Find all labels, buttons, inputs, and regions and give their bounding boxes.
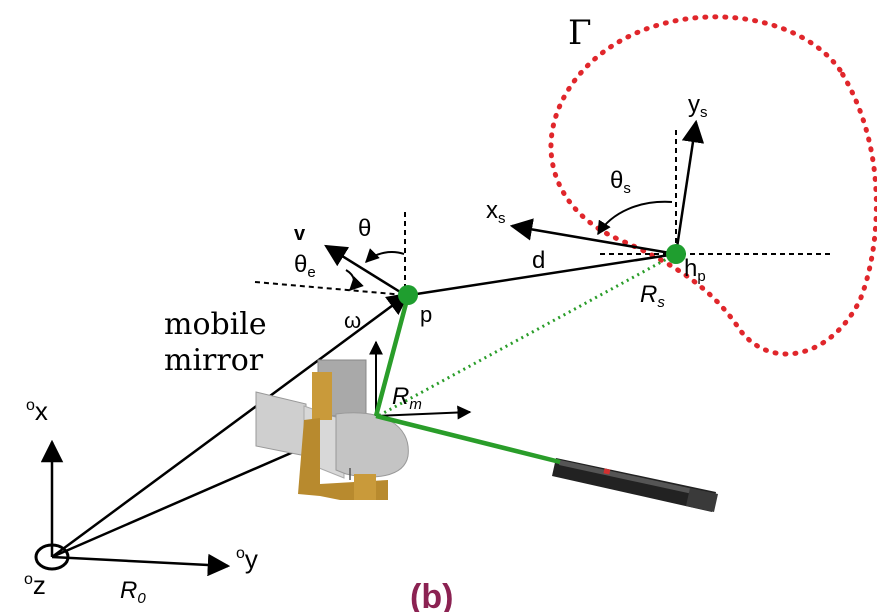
label-rm: Rm: [392, 383, 422, 413]
point-rs-dot: [666, 244, 686, 264]
label-base-y: oy: [236, 544, 258, 574]
label-base-x: ox: [26, 396, 48, 426]
label-rs: Rs: [640, 281, 665, 311]
label-theta: θ: [358, 215, 371, 242]
green-link-mirror-to-laser: [375, 413, 561, 465]
label-d: d: [532, 247, 545, 274]
label-gamma: Γ: [568, 13, 592, 53]
theta-s-arc: [597, 200, 673, 236]
laser-pointer-icon: [552, 458, 718, 512]
label-omega: ω: [344, 308, 361, 333]
base-z-axis-circle: [34, 543, 70, 571]
mobile-mirror-device-icon: [255, 359, 409, 500]
green-link-mirror-to-p: [373, 295, 411, 417]
distance-d-line: [409, 252, 677, 297]
p-horizontal-dashed: [254, 281, 406, 296]
label-p: p: [420, 302, 432, 327]
base-y-axis: [51, 553, 231, 577]
ys-axis: [674, 119, 705, 255]
theta-e-arc: [345, 269, 364, 291]
label-v: v: [294, 223, 306, 245]
rm-horizontal-axis: [375, 405, 472, 420]
caption-b: (b): [410, 578, 453, 612]
xs-axis: [509, 218, 677, 256]
label-mirror: mirror: [164, 343, 264, 378]
green-dotted-link: [377, 252, 677, 418]
workspace-boundary-curve: [548, 14, 877, 357]
label-ys: ys: [688, 91, 708, 121]
label-theta-e: θe: [294, 251, 316, 281]
theta-arc: [365, 248, 405, 263]
point-p-dot: [398, 285, 418, 305]
label-xs: xs: [486, 197, 506, 227]
label-base-z: oz: [24, 570, 46, 600]
label-mobile: mobile: [164, 307, 267, 342]
label-theta-s: θs: [610, 167, 631, 197]
velocity-v-vector: [324, 244, 406, 297]
label-hp: hp: [684, 255, 706, 285]
label-r0: R0: [120, 577, 146, 607]
origin-to-p-line: [51, 292, 410, 559]
